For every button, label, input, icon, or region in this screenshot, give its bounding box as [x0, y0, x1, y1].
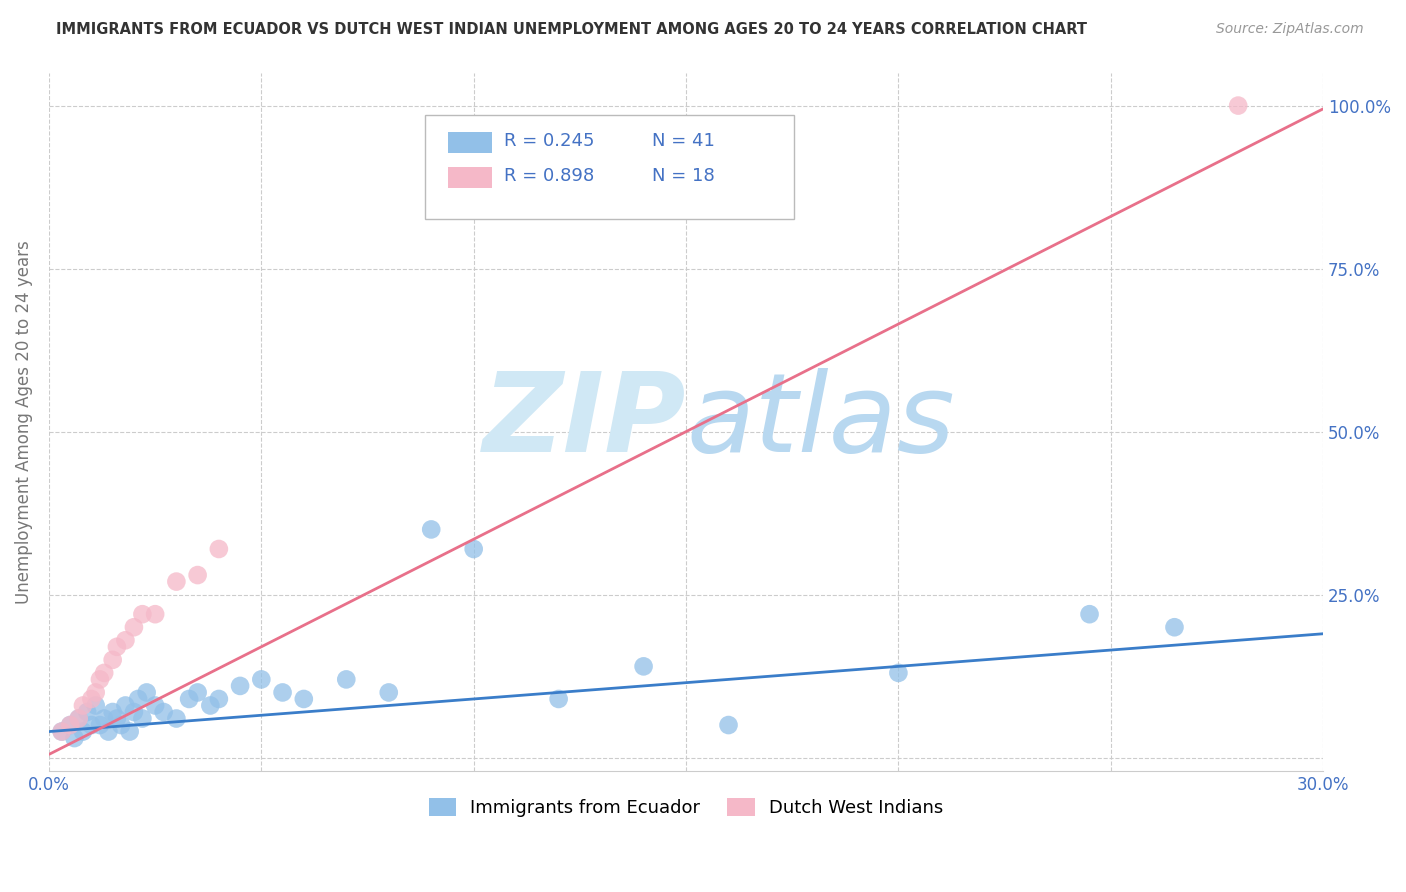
Point	[89, 718, 111, 732]
Point	[165, 712, 187, 726]
Point	[152, 705, 174, 719]
Text: N = 18: N = 18	[651, 167, 714, 186]
Point	[67, 712, 90, 726]
Point	[633, 659, 655, 673]
Point	[80, 692, 103, 706]
Point	[135, 685, 157, 699]
Point	[67, 712, 90, 726]
Point	[165, 574, 187, 589]
Point	[377, 685, 399, 699]
Point	[110, 718, 132, 732]
Point	[51, 724, 73, 739]
Point	[292, 692, 315, 706]
Point	[143, 698, 166, 713]
Point	[93, 712, 115, 726]
FancyBboxPatch shape	[447, 167, 492, 188]
Text: Source: ZipAtlas.com: Source: ZipAtlas.com	[1216, 22, 1364, 37]
Point	[114, 633, 136, 648]
Point	[93, 665, 115, 680]
Point	[1163, 620, 1185, 634]
Text: R = 0.245: R = 0.245	[503, 132, 595, 151]
FancyBboxPatch shape	[425, 115, 794, 219]
Point	[89, 673, 111, 687]
Point	[122, 620, 145, 634]
Point	[84, 685, 107, 699]
Point	[208, 692, 231, 706]
Point	[127, 692, 149, 706]
Y-axis label: Unemployment Among Ages 20 to 24 years: Unemployment Among Ages 20 to 24 years	[15, 240, 32, 604]
Point	[114, 698, 136, 713]
Point	[250, 673, 273, 687]
Text: R = 0.898: R = 0.898	[503, 167, 595, 186]
Text: N = 41: N = 41	[651, 132, 714, 151]
Point	[76, 705, 98, 719]
Point	[101, 705, 124, 719]
Point	[105, 640, 128, 654]
Point	[59, 718, 82, 732]
Point	[1078, 607, 1101, 622]
Point	[717, 718, 740, 732]
Point	[84, 698, 107, 713]
Point	[143, 607, 166, 622]
Text: IMMIGRANTS FROM ECUADOR VS DUTCH WEST INDIAN UNEMPLOYMENT AMONG AGES 20 TO 24 YE: IMMIGRANTS FROM ECUADOR VS DUTCH WEST IN…	[56, 22, 1087, 37]
Point	[187, 685, 209, 699]
Text: ZIP: ZIP	[482, 368, 686, 475]
Point	[51, 724, 73, 739]
Point	[463, 541, 485, 556]
Point	[80, 718, 103, 732]
Point	[179, 692, 201, 706]
FancyBboxPatch shape	[447, 132, 492, 153]
Point	[229, 679, 252, 693]
Point	[97, 724, 120, 739]
Point	[72, 698, 94, 713]
Text: atlas: atlas	[686, 368, 955, 475]
Point	[271, 685, 294, 699]
Point	[122, 705, 145, 719]
Point	[105, 712, 128, 726]
Point	[547, 692, 569, 706]
Point	[887, 665, 910, 680]
Legend: Immigrants from Ecuador, Dutch West Indians: Immigrants from Ecuador, Dutch West Indi…	[422, 790, 950, 824]
Point	[131, 607, 153, 622]
Point	[1227, 98, 1250, 112]
Point	[72, 724, 94, 739]
Point	[187, 568, 209, 582]
Point	[118, 724, 141, 739]
Point	[101, 653, 124, 667]
Point	[420, 523, 443, 537]
Point	[200, 698, 222, 713]
Point	[208, 541, 231, 556]
Point	[59, 718, 82, 732]
Point	[131, 712, 153, 726]
Point	[335, 673, 357, 687]
Point	[63, 731, 86, 745]
